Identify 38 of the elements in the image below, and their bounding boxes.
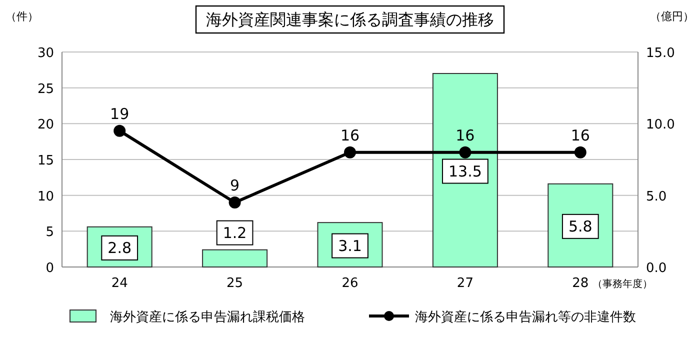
y2-tick-label: 15.0 [646, 46, 675, 61]
legend-label: 海外資産に係る申告漏れ課税価格 [110, 309, 305, 325]
x-tick-label: 27 [456, 276, 474, 291]
data-label: 9 [230, 176, 240, 194]
data-label: 1.2 [222, 224, 247, 242]
data-label: 2.8 [108, 238, 132, 257]
y-tick-label: 5 [46, 225, 54, 240]
y2-tick-label: 0.0 [646, 261, 667, 276]
chart-title: 海外資産関連事案に係る調査事績の推移 [206, 10, 494, 29]
x-tick-label: 24 [111, 276, 128, 291]
data-label: 16 [456, 126, 475, 144]
y-axis-title: （件） [6, 10, 38, 23]
y-tick-label: 10 [37, 189, 54, 204]
x-tick-label: 28 [572, 276, 589, 291]
x-axis-title: （事務年度） [592, 278, 652, 290]
data-label: 13.5 [448, 162, 482, 180]
y-tick-label: 20 [37, 118, 54, 133]
data-label: 16 [570, 126, 590, 144]
y2-axis-title: （億円） [650, 10, 694, 23]
data-label: 5.8 [568, 217, 592, 236]
point [114, 124, 126, 137]
data-label: 16 [340, 126, 360, 144]
y2-tick-label: 5.0 [646, 189, 667, 204]
data-label: 3.1 [338, 236, 362, 255]
y-tick-label: 0 [46, 261, 54, 276]
y-tick-label: 30 [37, 46, 54, 61]
x-tick-label: 25 [226, 276, 244, 291]
legend-label: 海外資産に係る申告漏れ等の非違件数 [415, 309, 636, 325]
y2-tick-label: 10.0 [646, 118, 675, 133]
x-tick-label: 26 [342, 276, 358, 291]
point [228, 196, 241, 208]
bar [202, 249, 268, 268]
y-tick-label: 25 [37, 82, 54, 97]
point [459, 146, 472, 158]
y-tick-label: 15 [37, 154, 54, 168]
point [574, 146, 586, 158]
data-label: 19 [110, 104, 130, 123]
point [344, 146, 356, 158]
